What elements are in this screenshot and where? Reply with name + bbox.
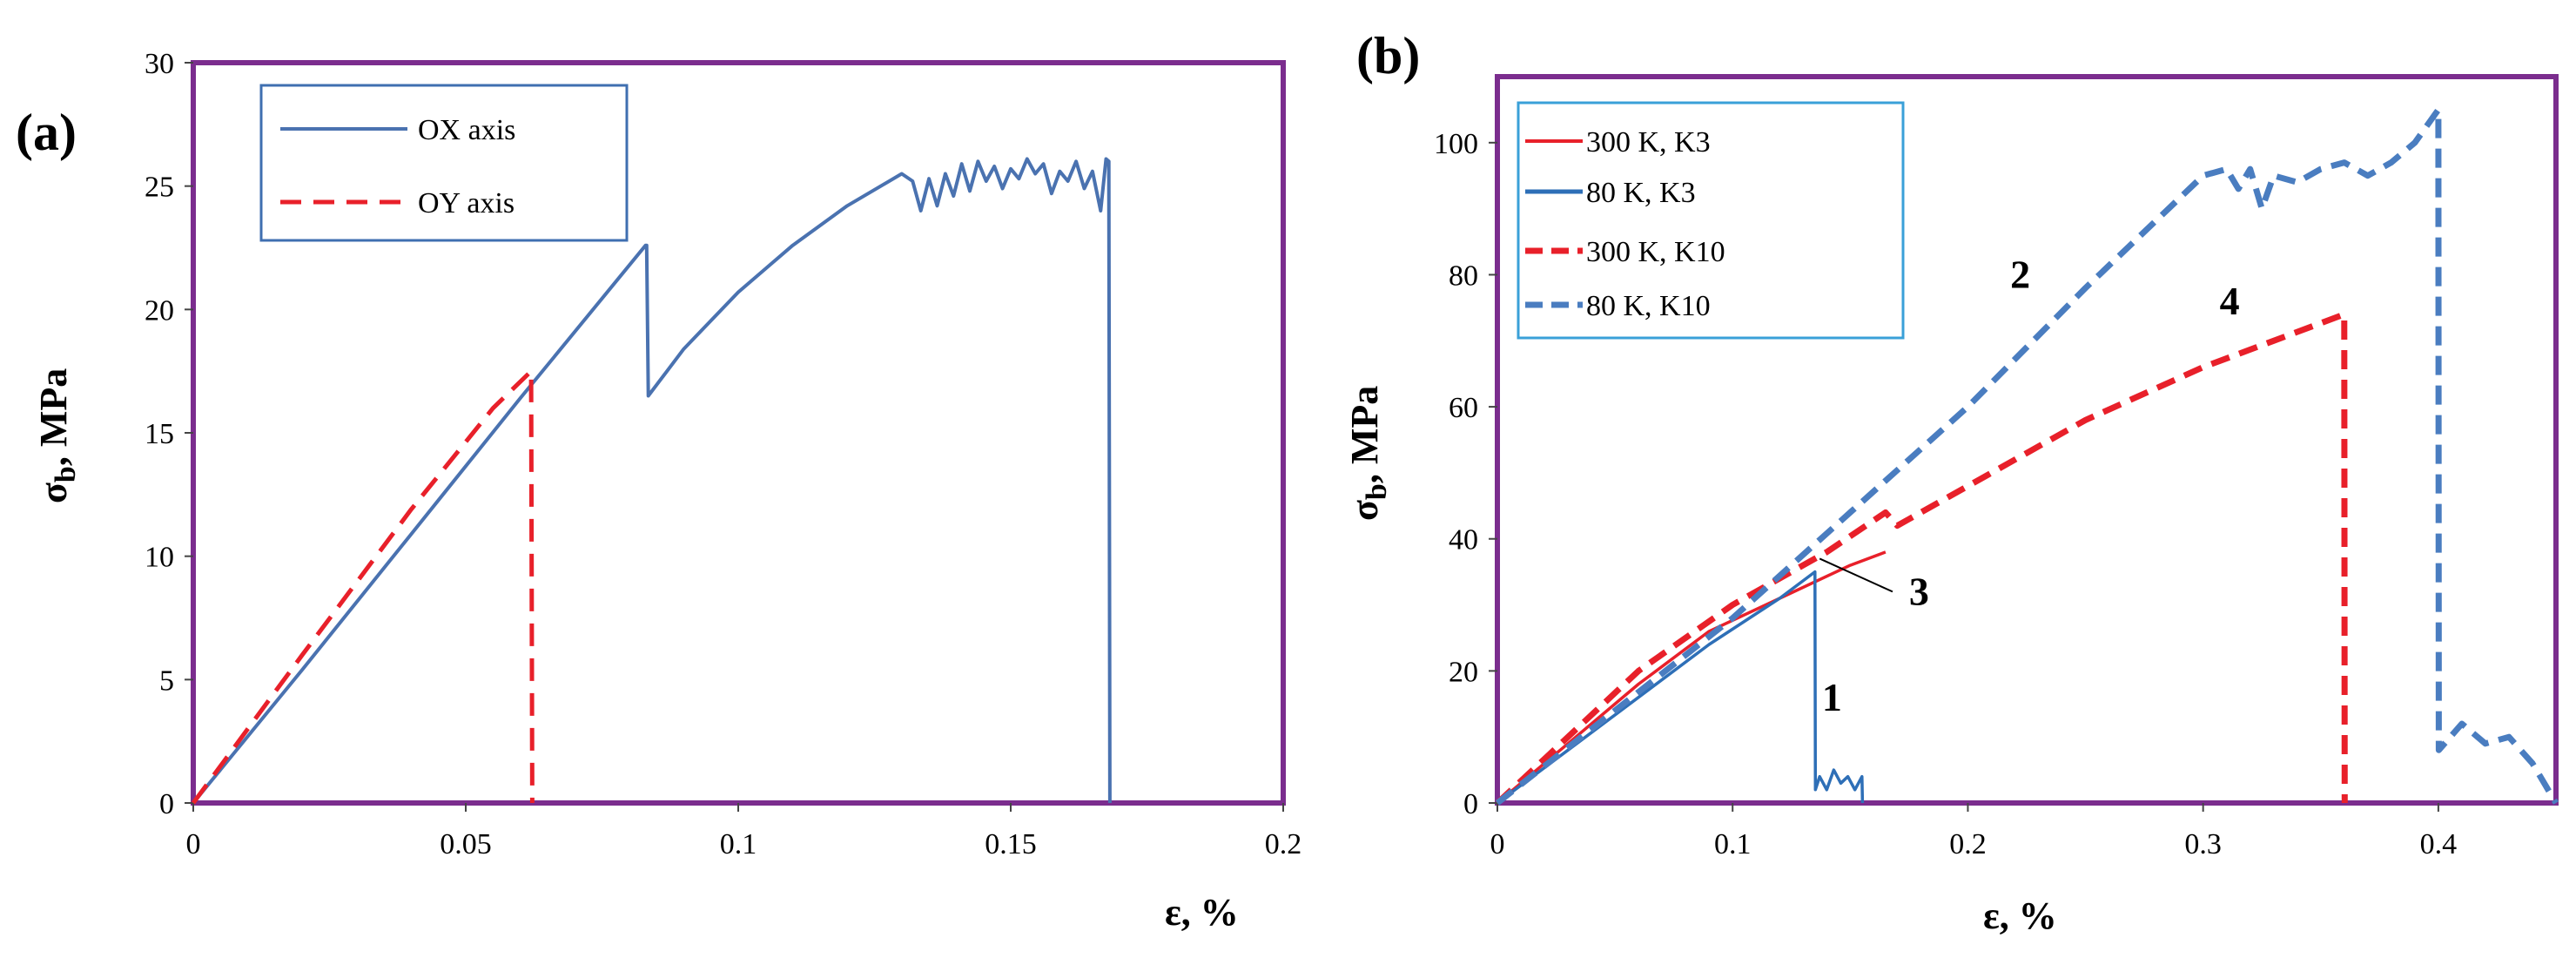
curve-label-4: 4 bbox=[2220, 279, 2240, 323]
panel-a-legend: OX axis OY axis bbox=[259, 84, 629, 242]
panel-b-y-tick-label: 20 bbox=[1449, 656, 1478, 688]
panel-a-x-axis-title: ε, % bbox=[1165, 891, 1239, 934]
legend-label-80k-k3: 80 K, K3 bbox=[1586, 177, 1696, 209]
curve-label-2: 2 bbox=[2010, 253, 2030, 297]
panel-a-y-tick-label: 10 bbox=[145, 542, 174, 574]
panel-a-y-tick-label: 5 bbox=[159, 665, 174, 697]
panel-b-legend: 300 K, K3 80 K, K3 300 K, K10 80 K, K10 bbox=[1517, 101, 1905, 340]
panel-a-x-tick-label: 0.05 bbox=[440, 828, 492, 860]
curve-label-3: 3 bbox=[1909, 570, 1929, 614]
curve-label-3-leader bbox=[1819, 557, 1893, 593]
panel-b-legend-box bbox=[1517, 101, 1905, 340]
curve-label-1: 1 bbox=[1822, 675, 1842, 719]
panel-a-y-axis-title-main: σ bbox=[32, 482, 75, 503]
panel-b-y-ticks: 0 20 40 60 80 100 bbox=[1434, 128, 1497, 820]
panel-b-curve-labels: 3 1 4 2 bbox=[1819, 253, 2240, 719]
panel-a-y-axis-title-unit: , MPa bbox=[32, 368, 75, 466]
series-line-ox-axis bbox=[192, 157, 1112, 805]
panel-b-x-tick-label: 0.3 bbox=[2184, 828, 2222, 860]
series-line-300-k-k3 bbox=[1496, 550, 1887, 805]
panel-a-y-tick-label: 30 bbox=[145, 48, 174, 80]
panel-a-x-ticks: 0 0.05 0.1 0.15 0.2 bbox=[186, 803, 1302, 860]
panel-b-x-tick-label: 0.2 bbox=[1949, 828, 1987, 860]
panel-b-y-axis-title-unit: , MPa bbox=[1343, 386, 1386, 483]
panel-a-x-tick-label: 0.15 bbox=[985, 828, 1037, 860]
legend-label-ox: OX axis bbox=[418, 114, 515, 146]
legend-label-300k-k3: 300 K, K3 bbox=[1586, 126, 1711, 159]
panel-b-y-tick-label: 80 bbox=[1449, 260, 1478, 292]
series-line-80-k-k10 bbox=[1495, 106, 2559, 806]
panel-a-y-axis-title-sub: b bbox=[50, 466, 82, 482]
panel-a-y-tick-label: 0 bbox=[159, 788, 174, 820]
panel-b-y-axis-title-sub: b bbox=[1361, 483, 1393, 500]
panel-a-y-tick-label: 15 bbox=[145, 418, 174, 450]
panel-b-x-tick-label: 0.1 bbox=[1714, 828, 1752, 860]
panel-b-plot-frame bbox=[1495, 74, 2559, 806]
panel-b-label: (b) bbox=[1356, 27, 1420, 84]
series-line-80-k-k3 bbox=[1496, 570, 1865, 805]
series-line-oy-axis bbox=[191, 368, 535, 805]
panel-a-series bbox=[191, 157, 1112, 805]
panel-a-x-tick-label: 0.2 bbox=[1265, 828, 1302, 860]
panel-a-y-axis-title: σb, MPa bbox=[32, 368, 82, 503]
panel-b-x-tick-label: 0.4 bbox=[2420, 828, 2458, 860]
panel-a-y-tick-label: 20 bbox=[145, 294, 174, 327]
panel-b-x-ticks: 0 0.1 0.2 0.3 0.4 bbox=[1490, 803, 2458, 860]
panel-b-y-tick-label: 0 bbox=[1463, 788, 1478, 820]
panel-a-label: (a) bbox=[16, 104, 77, 161]
panel-b-series bbox=[1495, 106, 2559, 806]
panel-a-x-tick-label: 0.1 bbox=[720, 828, 757, 860]
panel-a-x-tick-label: 0 bbox=[186, 828, 201, 860]
panel-b: (b) 0 20 40 60 80 100 0 0.1 0.2 0.3 0.4 300 K, K3… bbox=[1343, 27, 2559, 937]
panel-a: (a) 0 5 10 15 20 25 30 0 0.05 0.1 0.15 0.2 OX axis… bbox=[16, 48, 1301, 934]
legend-label-80k-k10: 80 K, K10 bbox=[1586, 290, 1711, 322]
panel-b-y-tick-label: 100 bbox=[1434, 128, 1478, 160]
legend-label-oy: OY axis bbox=[418, 187, 515, 219]
legend-label-300k-k10: 300 K, K10 bbox=[1586, 236, 1725, 268]
panel-b-x-axis-title: ε, % bbox=[1983, 894, 2057, 937]
panel-b-y-tick-label: 40 bbox=[1449, 524, 1478, 557]
series-line-300-k-k10 bbox=[1495, 311, 2348, 806]
panel-b-y-axis-title: σb, MPa bbox=[1343, 386, 1393, 521]
panel-a-y-ticks: 0 5 10 15 20 25 30 bbox=[145, 48, 193, 820]
panel-a-y-tick-label: 25 bbox=[145, 172, 174, 204]
panel-a-legend-box bbox=[259, 84, 629, 242]
panel-b-x-tick-label: 0 bbox=[1490, 828, 1505, 860]
panel-b-y-tick-label: 60 bbox=[1449, 392, 1478, 424]
panel-b-y-axis-title-main: σ bbox=[1343, 500, 1386, 521]
